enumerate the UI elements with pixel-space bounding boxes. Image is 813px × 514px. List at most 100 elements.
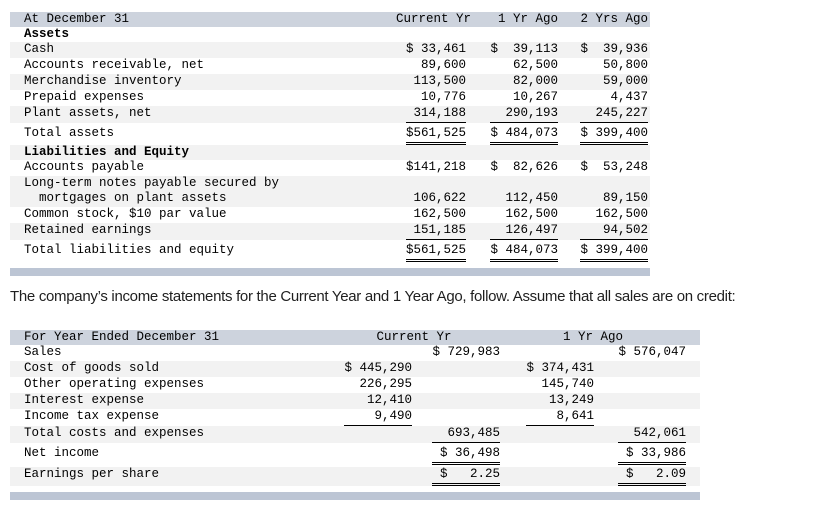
column-header-1-yr-ago: 1 Yr Ago bbox=[497, 12, 558, 26]
cell-value: $ 399,400 bbox=[580, 243, 648, 262]
cell-value: $ 576,047 bbox=[618, 345, 686, 359]
table-row-accounts-receivable: Accounts receivable, net 89,600 62,500 5… bbox=[10, 58, 650, 74]
row-label: Plant assets, net bbox=[24, 106, 152, 120]
table-row-sales: Sales $ 729,983 $ 576,047 bbox=[10, 345, 700, 361]
cell-value: 13,249 bbox=[548, 393, 594, 407]
cell-value: 50,800 bbox=[602, 58, 648, 72]
cell-value: 59,000 bbox=[602, 74, 648, 88]
row-label: Net income bbox=[24, 446, 100, 460]
row-label: Cash bbox=[24, 42, 55, 56]
row-label: Merchandise inventory bbox=[24, 74, 182, 88]
column-header-current-yr: Current Yr bbox=[396, 12, 472, 26]
column-group-current-yr: Current Yr bbox=[328, 330, 500, 345]
table-row-longterm-notes-line2: mortgages on plant assets 106,622 112,45… bbox=[10, 191, 650, 207]
cell-value: $ 399,400 bbox=[580, 126, 648, 145]
row-label: Other operating expenses bbox=[24, 377, 205, 391]
row-label: Total assets bbox=[24, 126, 115, 140]
section-heading-assets: Assets bbox=[10, 27, 650, 42]
cell-value: 314,188 bbox=[406, 106, 466, 123]
column-header-1-yr-ago: 1 Yr Ago bbox=[562, 330, 623, 344]
cell-value: 226,295 bbox=[359, 377, 412, 391]
balance-sheet-header-row: At December 31 Current Yr 1 Yr Ago 2 Yrs… bbox=[10, 12, 650, 27]
table-row-prepaid-expenses: Prepaid expenses 10,776 10,267 4,437 bbox=[10, 90, 650, 106]
row-label: Cost of goods sold bbox=[24, 361, 160, 375]
table-row-other-operating-expenses: Other operating expenses 226,295 145,740 bbox=[10, 377, 700, 393]
row-label: Long-term notes payable secured by bbox=[24, 176, 280, 190]
cell-value: 89,600 bbox=[420, 58, 466, 72]
cell-value: 12,410 bbox=[366, 393, 412, 407]
row-label: Sales bbox=[24, 345, 62, 359]
cell-value: $ 729,983 bbox=[432, 345, 500, 359]
table-row-total-costs-and-expenses: Total costs and expenses 693,485 542,061 bbox=[10, 426, 700, 443]
table-row-interest-expense: Interest expense 12,410 13,249 bbox=[10, 393, 700, 409]
column-header-current-yr: Current Yr bbox=[376, 330, 452, 344]
column-group-1-yr-ago: 1 Yr Ago bbox=[500, 330, 686, 345]
cell-value: 4,437 bbox=[610, 90, 648, 104]
cell-value: 162,500 bbox=[505, 207, 558, 221]
cell-value: $ 2.25 bbox=[432, 467, 500, 486]
cell-value: 106,622 bbox=[413, 191, 466, 205]
table-row-retained-earnings: Retained earnings 151,185 126,497 94,502 bbox=[10, 223, 650, 240]
cell-value: $ 445,290 bbox=[344, 361, 412, 375]
cell-value: $ 374,431 bbox=[526, 361, 594, 375]
intro-text: The company’s income statements for the … bbox=[10, 288, 736, 305]
cell-value: 10,776 bbox=[420, 90, 466, 104]
balance-sheet-table: At December 31 Current Yr 1 Yr Ago 2 Yrs… bbox=[10, 12, 650, 276]
cell-value: 693,485 bbox=[432, 426, 500, 443]
cell-value: $ 2.09 bbox=[618, 467, 686, 486]
table-row-cash: Cash $ 33,461 $ 39,113 $ 39,936 bbox=[10, 42, 650, 58]
cell-value: 82,000 bbox=[512, 74, 558, 88]
cell-value: $ 36,498 bbox=[432, 446, 500, 465]
table-footer-bar bbox=[10, 492, 700, 500]
row-label: Prepaid expenses bbox=[24, 90, 145, 104]
row-label: Accounts receivable, net bbox=[24, 58, 205, 72]
table-row-earnings-per-share: Earnings per share $ 2.25 $ 2.09 bbox=[10, 467, 700, 486]
cell-value: $ 82,626 bbox=[490, 160, 558, 174]
cell-value: $561,525 bbox=[405, 126, 466, 145]
cell-value: 94,502 bbox=[580, 223, 648, 240]
section-heading-label: Liabilities and Equity bbox=[24, 145, 190, 159]
cell-value: $ 33,461 bbox=[405, 42, 466, 56]
cell-value: 290,193 bbox=[490, 106, 558, 123]
income-statement-table: For Year Ended December 31 Current Yr 1 … bbox=[10, 330, 700, 500]
income-statement-header-row: For Year Ended December 31 Current Yr 1 … bbox=[10, 330, 700, 345]
section-heading-liabilities-equity: Liabilities and Equity bbox=[10, 145, 650, 160]
row-label: Interest expense bbox=[24, 393, 145, 407]
cell-value: 126,497 bbox=[490, 223, 558, 240]
row-label: Accounts payable bbox=[24, 160, 145, 174]
cell-value: 10,267 bbox=[512, 90, 558, 104]
column-header-2-yrs-ago: 2 Yrs Ago bbox=[580, 12, 648, 26]
cell-value: 113,500 bbox=[413, 74, 466, 88]
cell-value: 89,150 bbox=[602, 191, 648, 205]
cell-value: $ 53,248 bbox=[580, 160, 648, 174]
cell-value: $ 33,986 bbox=[618, 446, 686, 465]
table-row-merchandise-inventory: Merchandise inventory 113,500 82,000 59,… bbox=[10, 74, 650, 90]
row-label: Retained earnings bbox=[24, 223, 152, 237]
row-label: Total liabilities and equity bbox=[24, 243, 235, 257]
table-row-cost-of-goods-sold: Cost of goods sold $ 445,290 $ 374,431 bbox=[10, 361, 700, 377]
table-row-plant-assets: Plant assets, net 314,188 290,193 245,22… bbox=[10, 106, 650, 123]
cell-value: $141,218 bbox=[405, 160, 466, 174]
cell-value: 162,500 bbox=[413, 207, 466, 221]
row-label: Total costs and expenses bbox=[24, 426, 205, 440]
cell-value: 162,500 bbox=[595, 207, 648, 221]
cell-value: 9,490 bbox=[344, 409, 412, 426]
table-row-total-assets: Total assets $561,525 $ 484,073 $ 399,40… bbox=[10, 126, 650, 145]
cell-value: 151,185 bbox=[406, 223, 466, 240]
cell-value: 542,061 bbox=[618, 426, 686, 443]
table-title: At December 31 bbox=[24, 12, 130, 26]
row-label: Income tax expense bbox=[24, 409, 160, 423]
cell-value: 8,641 bbox=[526, 409, 594, 426]
row-label: Common stock, $10 par value bbox=[24, 207, 227, 221]
table-title: For Year Ended December 31 bbox=[24, 330, 220, 344]
cell-value: $ 484,073 bbox=[490, 126, 558, 145]
section-heading-label: Assets bbox=[24, 27, 70, 41]
cell-value: 245,227 bbox=[580, 106, 648, 123]
table-footer-bar bbox=[10, 268, 650, 276]
cell-value: $ 39,113 bbox=[490, 42, 558, 56]
table-row-common-stock: Common stock, $10 par value 162,500 162,… bbox=[10, 207, 650, 223]
table-row-longterm-notes-line1: Long-term notes payable secured by bbox=[10, 176, 650, 191]
cell-value: $ 484,073 bbox=[490, 243, 558, 262]
cell-value: 145,740 bbox=[541, 377, 594, 391]
